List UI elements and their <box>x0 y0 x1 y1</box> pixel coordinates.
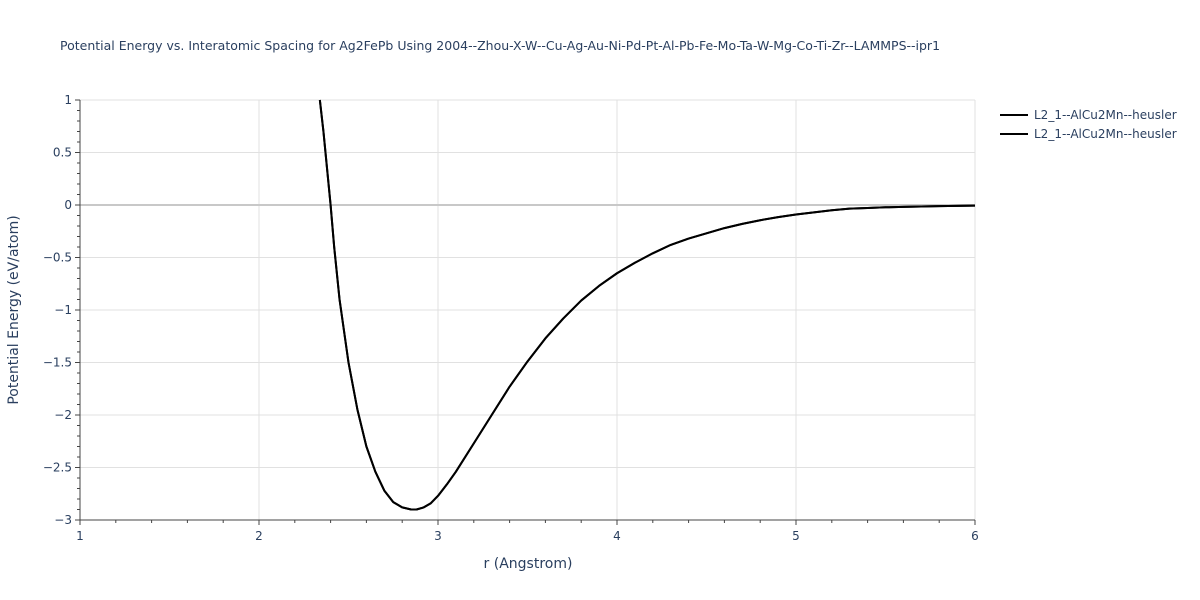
y-tick-label: −2.5 <box>43 461 72 475</box>
y-tick-label: 0 <box>64 198 72 212</box>
series-line-0 <box>318 99 975 511</box>
legend-label: L2_1--AlCu2Mn--heusler <box>1034 108 1177 122</box>
grid-lines <box>80 99 976 520</box>
y-tick-label: 1 <box>64 93 72 107</box>
legend[interactable]: L2_1--AlCu2Mn--heusler L2_1--AlCu2Mn--heu… <box>1000 108 1177 141</box>
x-tick-label: 6 <box>971 529 979 543</box>
axes: 1 2 3 4 5 6 1 0.5 0 −0.5 −1 −1.5 −2 −2.5 −3 <box>43 93 979 543</box>
series-line-1 <box>318 99 975 511</box>
x-tick-label: 2 <box>255 529 263 543</box>
y-tick-label: −2 <box>54 408 72 422</box>
x-tick-label: 3 <box>434 529 442 543</box>
y-tick-label: −0.5 <box>43 251 72 265</box>
series-lines <box>318 99 975 511</box>
x-tick-label: 1 <box>76 529 84 543</box>
y-tick-label: 0.5 <box>53 146 72 160</box>
x-tick-label: 5 <box>792 529 800 543</box>
y-axis-title: Potential Energy (eV/atom) <box>6 215 22 404</box>
y-tick-label: −3 <box>54 513 72 527</box>
y-tick-label: −1 <box>54 303 72 317</box>
legend-item[interactable]: L2_1--AlCu2Mn--heusler <box>1000 127 1177 141</box>
x-axis-title: r (Angstrom) <box>484 556 573 572</box>
x-tick-label: 4 <box>613 529 621 543</box>
legend-item[interactable]: L2_1--AlCu2Mn--heusler <box>1000 108 1177 122</box>
legend-label: L2_1--AlCu2Mn--heusler <box>1034 127 1177 141</box>
chart-title: Potential Energy vs. Interatomic Spacing… <box>60 38 940 53</box>
y-tick-label: −1.5 <box>43 356 72 370</box>
